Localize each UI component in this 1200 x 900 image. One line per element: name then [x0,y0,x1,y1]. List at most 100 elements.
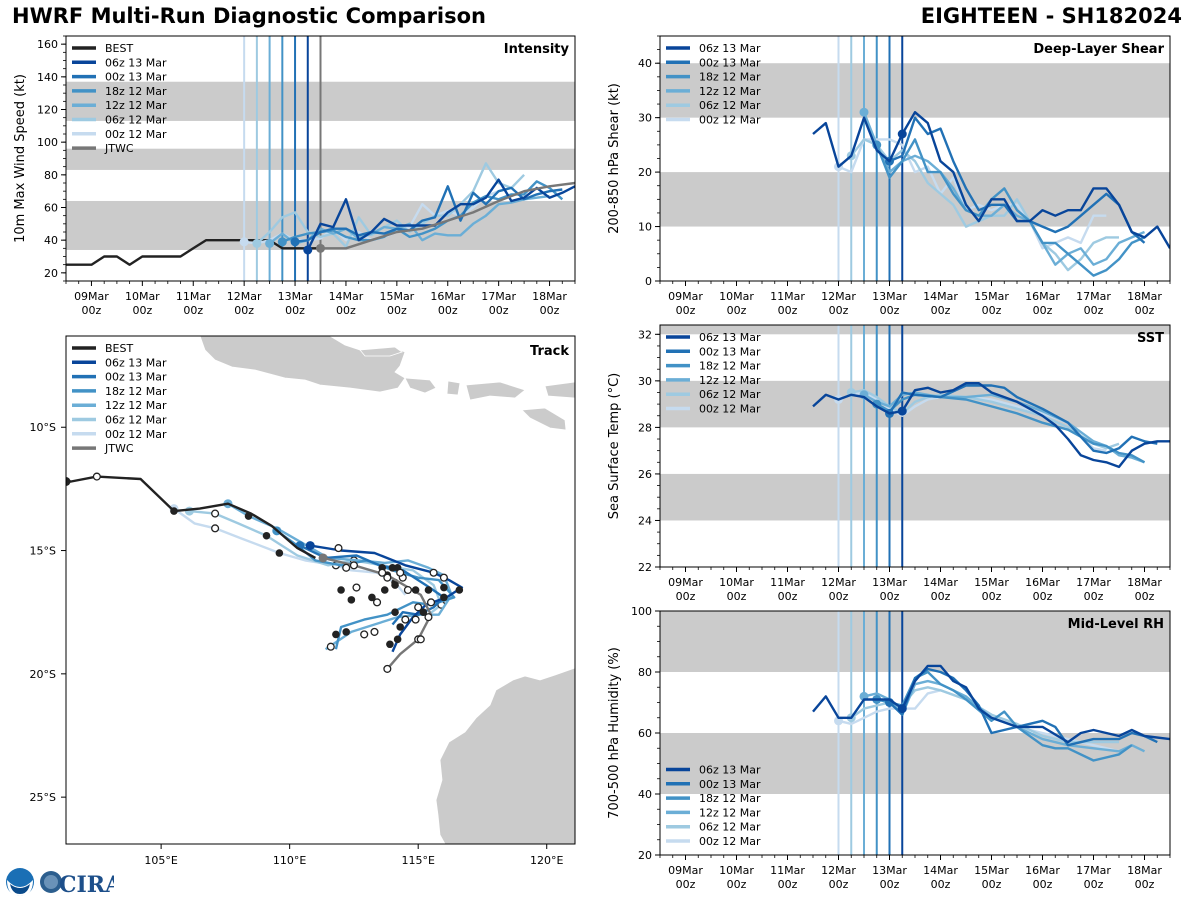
x-tick-label: 10Mar [125,290,160,303]
y-tick-label: 22 [638,561,652,574]
track-point-open [370,627,379,636]
lat-tick-label: 25°S [30,791,56,804]
y-tick-label: 30 [638,112,652,125]
init-marker-12z-12-mar [265,238,275,248]
series-line-06z-13-mar [306,178,575,251]
legend-item-00z-12-mar: 00z 12 Mar [666,114,761,127]
track-point-open [373,598,382,607]
x-tick-label: 17Mar [1076,864,1111,877]
x-tick-label-hour: 00z [1033,590,1053,603]
legend-label: 00z 13 Mar [699,56,761,69]
y-tick-label: 100 [631,605,652,618]
x-tick-label: 12Mar [821,290,856,303]
track-point-open [424,613,433,622]
track-point-filled [275,549,284,557]
x-tick-label-hour: 00z [489,304,509,317]
x-tick-label-hour: 00z [880,304,900,317]
x-tick-label-hour: 00z [778,878,798,891]
legend-label: 18z 12 Mar [105,85,167,98]
series-line-jtwc [320,181,575,250]
x-tick-label-hour: 00z [727,878,747,891]
series-line-00z-12-mar [838,138,1107,250]
legend-label: 00z 13 Mar [105,371,167,384]
track-point-filled [411,586,420,594]
x-tick-label-hour: 00z [1084,304,1104,317]
x-tick-label-hour: 00z [829,878,849,891]
x-tick-label-hour: 00z [880,590,900,603]
track-point-filled [391,608,399,616]
init-marker-06z-12-mar [252,238,262,248]
series-line-00z-12-mar [838,689,1120,753]
x-tick-label-hour: 00z [676,304,696,317]
x-tick-label: 17Mar [481,290,516,303]
track-point-filled [342,628,351,636]
init-marker-06z-13-mar [897,406,907,416]
storm-title: EIGHTEEN - SH182024 [920,4,1182,28]
x-tick-label-hour: 00z [438,304,458,317]
y-tick-label: 32 [638,328,652,341]
y-tick-label: 120 [37,104,58,117]
track-point-open [411,615,420,624]
legend-item-18z-12-mar: 18z 12 Mar [72,385,167,398]
x-tick-label-hour: 00z [778,590,798,603]
track-point-filled [170,507,178,515]
legend-item-best: BEST [72,342,133,355]
lat-tick-label: 20°S [30,668,56,681]
plot-area [660,36,1170,281]
init-marker-12z-12-mar [859,107,869,117]
series-line-06z-12-mar [256,162,525,248]
x-tick-label-hour: 00z [676,878,696,891]
track-point-filled [386,640,394,649]
panel-title: Intensity [504,42,570,57]
legend-label: 18z 12 Mar [699,71,761,84]
x-tick-label-hour: 00z [540,304,560,317]
track-point-open [342,563,351,572]
init-marker-06z-13-mar [897,129,907,139]
legend-label: 06z 13 Mar [699,331,761,344]
y-tick-label: 10 [638,221,652,234]
track-line-06z-13-mar [310,544,464,653]
y-tick-label: 24 [638,514,652,527]
x-tick-label: 13Mar [872,864,907,877]
track-point-open [349,561,358,570]
plot-area [660,325,1170,567]
x-tick-label-hour: 00z [931,878,951,891]
init-marker-18z-12-mar [277,237,287,247]
x-tick-label-hour: 00z [183,304,203,317]
x-tick-label-hour: 00z [829,304,849,317]
legend-label: 06z 13 Mar [105,56,167,69]
x-tick-label: 16Mar [1025,576,1060,589]
shaded-band [660,325,1170,335]
legend-label: JTWC [104,142,134,155]
track-point-open [211,524,220,533]
track-point-open [334,544,343,553]
x-tick-label: 09Mar [74,290,109,303]
x-tick-label: 10Mar [719,290,754,303]
x-tick-label-hour: 00z [931,590,951,603]
x-tick-label: 18Mar [1127,576,1162,589]
track-line-00z-13-mar [299,544,446,626]
init-marker-00z-12-mar [239,237,249,247]
y-tick-label: 100 [37,136,58,149]
legend-label: BEST [105,342,133,355]
x-tick-label-hour: 00z [1084,878,1104,891]
track-point-filled [368,593,376,602]
y-tick-label: 40 [638,788,652,801]
track-point-filled [380,586,389,594]
flores-island [544,381,575,399]
legend-label: 06z 12 Mar [699,99,761,112]
bali-island [404,377,437,394]
track-point-open [414,603,423,612]
track-point-filled [424,586,433,594]
sumbawa-island [465,381,526,401]
track-point-open [439,573,448,582]
track-line-best [66,475,316,559]
legend-item-12z-12-mar: 12z 12 Mar [666,374,761,387]
legend-label: 06z 13 Mar [699,42,761,55]
lon-tick-label: 115°E [401,854,434,867]
x-tick-label-hour: 00z [931,304,951,317]
track-point-open [378,568,387,577]
